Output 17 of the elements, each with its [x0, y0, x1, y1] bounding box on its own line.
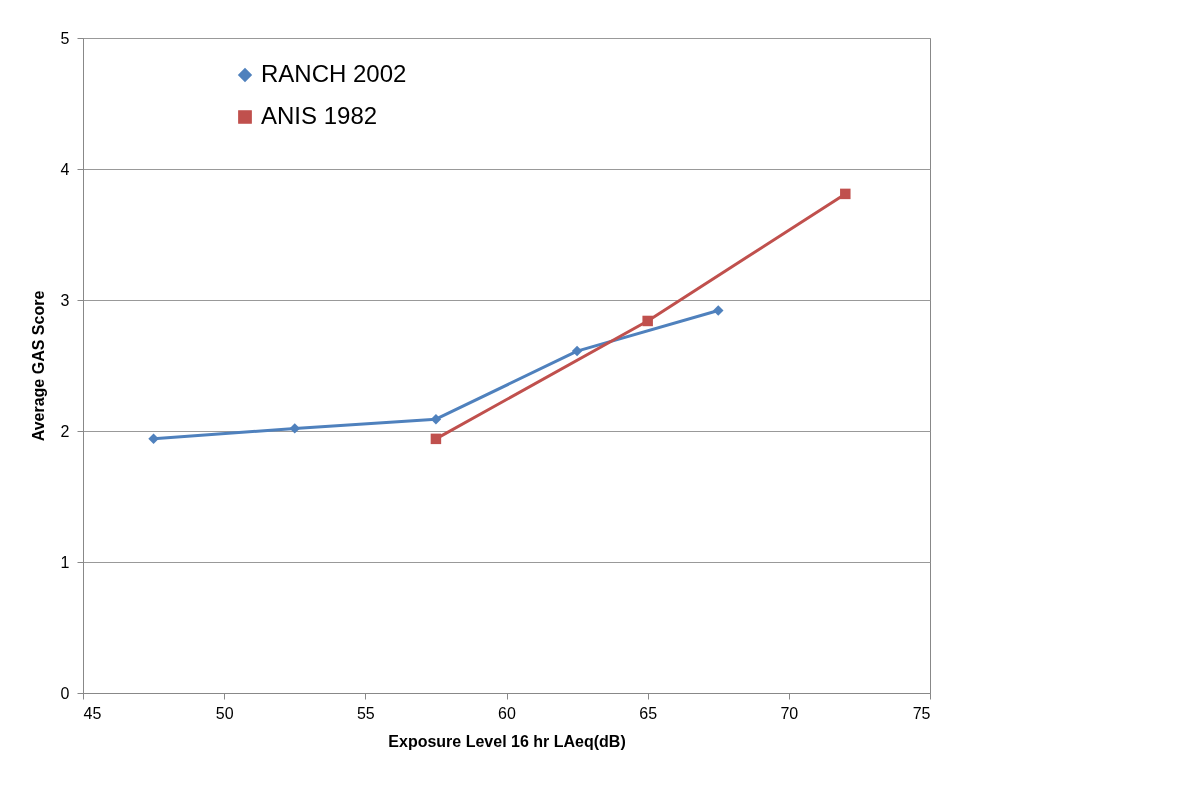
x-axis-title: Exposure Level 16 hr LAeq(dB) [388, 732, 626, 750]
x-tick-label: 55 [356, 704, 375, 722]
x-tick-label: 75 [912, 704, 931, 722]
x-tick-label: 65 [639, 704, 658, 722]
legend-label: RANCH 2002 [261, 60, 407, 87]
y-tick-label: 3 [60, 291, 70, 309]
x-tick-label: 70 [780, 704, 799, 722]
y-tick-label: 4 [60, 160, 70, 178]
y-tick-label: 0 [60, 684, 70, 702]
legend-label: ANIS 1982 [261, 102, 378, 129]
y-tick-label: 2 [60, 422, 70, 440]
y-axis-title: Average GAS Score [29, 290, 47, 442]
y-tick-label: 5 [60, 29, 70, 47]
x-tick-label: 50 [215, 704, 234, 722]
y-tick-label: 1 [60, 553, 70, 571]
x-tick-label: 45 [83, 704, 102, 722]
x-tick-label: 60 [498, 704, 516, 722]
